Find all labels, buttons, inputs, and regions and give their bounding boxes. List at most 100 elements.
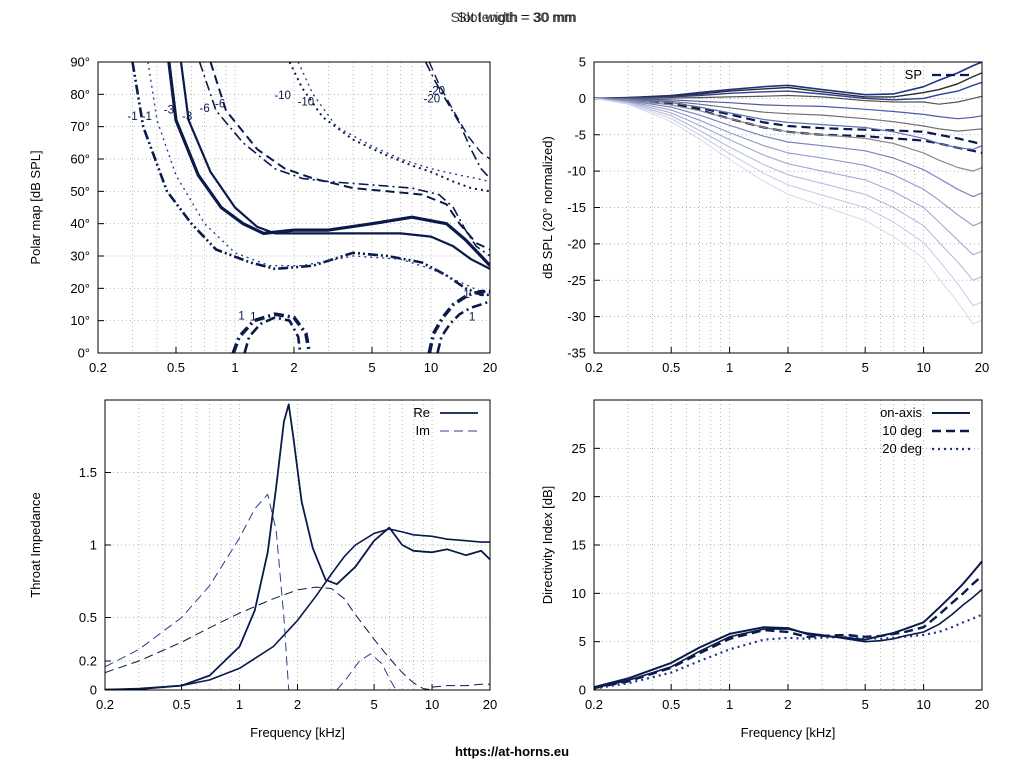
y-tick-label: -25 bbox=[567, 273, 586, 288]
contour-line bbox=[167, 62, 490, 267]
legend-label: Re bbox=[413, 405, 430, 420]
plot-area bbox=[131, 62, 490, 353]
contour-line bbox=[179, 62, 490, 270]
contour-line bbox=[243, 316, 302, 353]
series-line bbox=[105, 493, 290, 690]
contour-label: -1 bbox=[127, 111, 137, 123]
series-line bbox=[105, 586, 433, 690]
y-tick-label: 90° bbox=[70, 55, 90, 70]
x-tick-label: 1 bbox=[726, 697, 733, 712]
series-line bbox=[594, 574, 982, 690]
x-tick-label: 2 bbox=[784, 697, 791, 712]
y-tick-label: 5 bbox=[579, 634, 586, 649]
contour-line bbox=[198, 62, 490, 257]
series-line bbox=[594, 613, 982, 690]
figure-title-overlay-a: Slot length = 30 mm bbox=[450, 9, 576, 25]
series-line bbox=[594, 97, 982, 172]
x-tick-label: 0.2 bbox=[96, 697, 114, 712]
series-line bbox=[594, 588, 982, 689]
contour-label: -10 bbox=[298, 97, 315, 109]
series-line bbox=[594, 97, 982, 150]
y-tick-label: 0.2 bbox=[79, 654, 97, 669]
x-axis-label: Frequency [kHz] bbox=[250, 725, 345, 740]
x-tick-label: 0.5 bbox=[662, 360, 680, 375]
y-tick-label: 50° bbox=[70, 184, 90, 199]
y-tick-label: -30 bbox=[567, 309, 586, 324]
x-tick-label: 1 bbox=[231, 360, 238, 375]
x-tick-label: 20 bbox=[975, 360, 989, 375]
y-tick-label: 10 bbox=[572, 586, 586, 601]
contour-label: -3 bbox=[164, 105, 174, 117]
y-tick-label: 1 bbox=[90, 538, 97, 553]
contour-label: 1 bbox=[463, 289, 469, 301]
y-tick-label: -35 bbox=[567, 346, 586, 361]
y-tick-label: 0 bbox=[579, 91, 586, 106]
series-line bbox=[594, 72, 982, 100]
series-line bbox=[432, 683, 490, 688]
x-tick-label: 2 bbox=[290, 360, 297, 375]
legend-label: 10 deg bbox=[882, 423, 922, 438]
contour-label: -3 bbox=[182, 111, 192, 123]
contour-line bbox=[428, 62, 490, 160]
footer-url[interactable]: https://at-horns.eu bbox=[454, 744, 570, 759]
contour-label: -20 bbox=[424, 93, 441, 105]
x-tick-label: 20 bbox=[483, 697, 497, 712]
x-tick-label: 0.2 bbox=[585, 360, 603, 375]
figure-title-overlay-b: Slot width = 30 mm bbox=[457, 9, 577, 25]
x-axis-label: Frequency [kHz] bbox=[741, 725, 836, 740]
contour-line bbox=[297, 62, 490, 183]
contour-label: -20 bbox=[428, 85, 445, 97]
plot-frame bbox=[104, 399, 491, 691]
y-tick-label: 5 bbox=[579, 55, 586, 70]
x-tick-label: 2 bbox=[294, 697, 301, 712]
y-tick-label: 1.5 bbox=[79, 465, 97, 480]
plot-area bbox=[105, 403, 490, 690]
x-tick-label: 10 bbox=[916, 360, 930, 375]
y-tick-label: 0 bbox=[90, 683, 97, 698]
series-line bbox=[594, 81, 982, 101]
x-tick-label: 1 bbox=[726, 360, 733, 375]
y-tick-label: 0 bbox=[579, 683, 586, 698]
contour-label: 1 bbox=[250, 312, 256, 324]
series-line bbox=[594, 97, 982, 120]
contour-line bbox=[436, 300, 490, 353]
y-tick-label: -10 bbox=[567, 164, 586, 179]
series-line bbox=[594, 97, 982, 281]
y-tick-label: 25 bbox=[572, 441, 586, 456]
polar-map-panel: 0.2 0.5 1 2 5 10 20 0° 10° 20° 30° 40° 50° 60° 70° 80° 9… bbox=[28, 55, 497, 376]
contour-label: -6 bbox=[200, 103, 210, 115]
legend-label: Im bbox=[416, 423, 430, 438]
x-tick-label: 0.5 bbox=[167, 360, 185, 375]
contour-line bbox=[209, 62, 490, 251]
x-tick-label: 10 bbox=[424, 360, 438, 375]
y-tick-label: 40° bbox=[70, 216, 90, 231]
x-tick-label: 5 bbox=[370, 697, 377, 712]
plot-frame bbox=[593, 399, 983, 691]
y-tick-label: 0° bbox=[78, 346, 90, 361]
x-tick-label: 5 bbox=[368, 360, 375, 375]
normalized-spl-panel: 0.2 0.5 1 2 5 10 20 -35 -30 -25 -20 -15 -10 -5 0 5 dB SP… bbox=[540, 55, 989, 376]
y-tick-label: 20 bbox=[572, 489, 586, 504]
series-line bbox=[594, 94, 982, 105]
series-line bbox=[594, 97, 982, 325]
x-tick-label: 5 bbox=[862, 697, 869, 712]
series-line bbox=[594, 97, 982, 307]
contour-label: -6 bbox=[215, 98, 225, 110]
series-line bbox=[105, 528, 490, 690]
x-tick-label: 0.2 bbox=[585, 697, 603, 712]
legend-label: SP bbox=[905, 67, 922, 82]
y-tick-label: 15 bbox=[572, 538, 586, 553]
y-axis-label: Throat Impedance bbox=[28, 492, 43, 598]
contour-label: -10 bbox=[274, 90, 291, 102]
y-tick-label: 30° bbox=[70, 249, 90, 264]
series-line bbox=[594, 97, 982, 256]
series-line bbox=[594, 97, 982, 227]
x-tick-label: 0.2 bbox=[89, 360, 107, 375]
x-tick-label: 10 bbox=[916, 697, 930, 712]
x-tick-label: 20 bbox=[483, 360, 497, 375]
y-tick-label: 0.5 bbox=[79, 610, 97, 625]
y-tick-label: -15 bbox=[567, 200, 586, 215]
